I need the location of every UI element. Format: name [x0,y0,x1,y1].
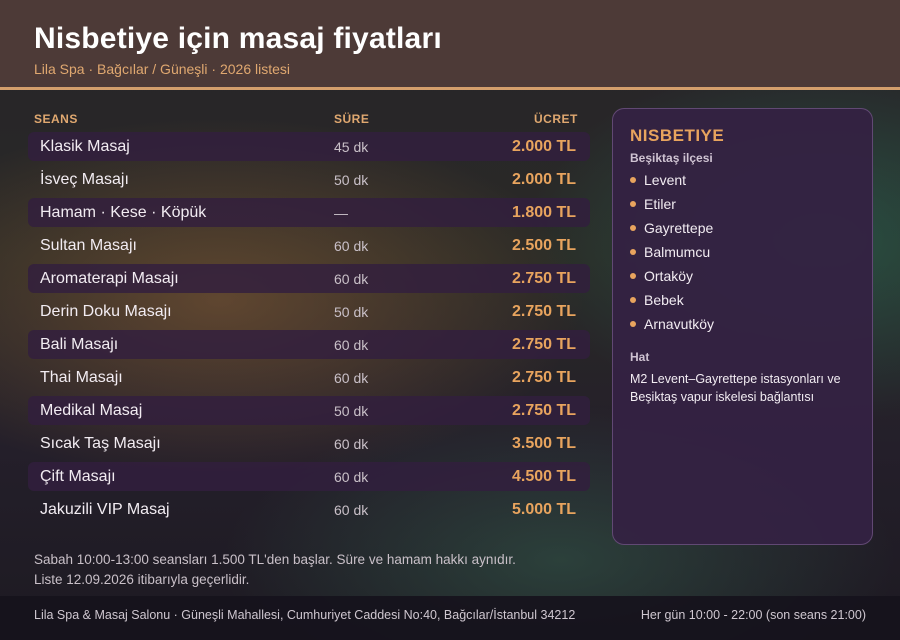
transit-label: Hat [630,350,650,364]
session-duration: — [334,205,348,221]
list-item: Ortaköy [630,267,714,291]
table-row: İsveç Masajı 50 dk 2.000 TL [28,165,590,194]
session-price: 4.500 TL [511,468,576,485]
bullet-icon [630,297,636,303]
session-duration: 45 dk [334,139,369,155]
bullet-icon [630,249,636,255]
validity-note: Liste 12.09.2026 itibarıyla geçerlidir. [34,572,250,587]
table-row: Thai Masajı 60 dk 2.750 TL [28,363,590,392]
session-name: Klasik Masaj [40,138,130,155]
place-name: Gayrettepe [644,220,714,236]
table-row: Aromaterapi Masajı 60 dk 2.750 TL [28,264,590,293]
session-price: 2.500 TL [511,237,576,254]
list-item: Arnavutköy [630,315,714,339]
footer-hours: Her gün 10:00 - 22:00 (son seans 21:00) [640,608,866,622]
table-row: Hamam · Kese · Köpük — 1.800 TL [28,198,590,227]
table-row: Jakuzili VIP Masaj 60 dk 5.000 TL [28,495,590,524]
session-duration: 50 dk [334,403,369,419]
session-name: Aromaterapi Masajı [40,270,179,287]
session-price: 5.000 TL [511,501,576,518]
bullet-icon [630,225,636,231]
session-price: 2.750 TL [511,270,576,287]
place-name: Etiler [644,196,676,212]
session-duration: 60 dk [334,271,369,287]
session-duration: 60 dk [334,238,369,254]
table-row: Klasik Masaj 45 dk 2.000 TL [28,132,590,161]
table-row: Medikal Masaj 50 dk 2.750 TL [28,396,590,425]
session-name: Sıcak Taş Masajı [40,435,161,452]
neighborhood-panel: NISBETIYE Beşiktaş ilçesi Levent Etiler … [612,108,873,545]
panel-title: NISBETIYE [630,126,725,145]
pricing-note: Sabah 10:00-13:00 seansları 1.500 TL'den… [34,552,516,567]
list-item: Bebek [630,291,714,315]
table-row: Derin Doku Masajı 50 dk 2.750 TL [28,297,590,326]
session-name: Thai Masajı [40,369,123,386]
column-header-price: ÜCRET [534,112,578,126]
column-header-duration: SÜRE [334,112,370,126]
session-duration: 60 dk [334,436,369,452]
session-duration: 60 dk [334,469,369,485]
session-name: Hamam · Kese · Köpük [40,204,207,221]
table-row: Bali Masajı 60 dk 2.750 TL [28,330,590,359]
table-row: Sıcak Taş Masajı 60 dk 3.500 TL [28,429,590,458]
session-name: Bali Masajı [40,336,119,353]
list-item: Balmumcu [630,243,714,267]
list-item: Levent [630,171,714,195]
column-header-session: SEANS [34,112,78,126]
session-price: 1.800 TL [511,204,576,221]
table-row: Sultan Masajı 60 dk 2.500 TL [28,231,590,260]
price-table: Klasik Masaj 45 dk 2.000 TL İsveç Masajı… [28,132,590,528]
session-name: Medikal Masaj [40,402,143,419]
place-name: Arnavutköy [644,316,715,332]
session-duration: 50 dk [334,172,369,188]
session-price: 2.750 TL [511,303,576,320]
list-item: Etiler [630,195,714,219]
session-duration: 60 dk [334,370,369,386]
page-header: Nisbetiye için masaj fiyatları Lila Spa … [0,0,900,90]
table-row: Çift Masajı 60 dk 4.500 TL [28,462,590,491]
session-duration: 60 dk [334,502,369,518]
bullet-icon [630,177,636,183]
district-label: Beşiktaş ilçesi [630,151,713,165]
session-duration: 60 dk [334,337,369,353]
session-name: Çift Masajı [40,468,116,485]
page-subtitle: Lila Spa · Bağcılar / Güneşli · 2026 lis… [34,61,291,77]
bullet-icon [630,273,636,279]
page-title: Nisbetiye için masaj fiyatları [34,22,442,55]
footer-address: Lila Spa & Masaj Salonu · Güneşli Mahall… [34,608,576,622]
session-name: İsveç Masajı [40,171,129,188]
list-item: Gayrettepe [630,219,714,243]
bullet-icon [630,201,636,207]
place-name: Bebek [644,292,684,308]
session-price: 3.500 TL [511,435,576,452]
session-name: Sultan Masajı [40,237,137,254]
session-price: 2.750 TL [511,336,576,353]
session-name: Jakuzili VIP Masaj [40,501,170,518]
place-name: Balmumcu [644,244,711,260]
session-duration: 50 dk [334,304,369,320]
session-price: 2.000 TL [511,171,576,188]
page-footer: Lila Spa & Masaj Salonu · Güneşli Mahall… [0,596,900,640]
session-price: 2.750 TL [511,369,576,386]
bullet-icon [630,321,636,327]
place-name: Ortaköy [644,268,694,284]
place-name: Levent [644,172,687,188]
session-name: Derin Doku Masajı [40,303,172,320]
session-price: 2.750 TL [511,402,576,419]
session-price: 2.000 TL [511,138,576,155]
transit-text: M2 Levent–Gayrettepe istasyonları ve Beş… [630,372,841,404]
place-list: Levent Etiler Gayrettepe Balmumcu Ortakö… [630,171,714,339]
